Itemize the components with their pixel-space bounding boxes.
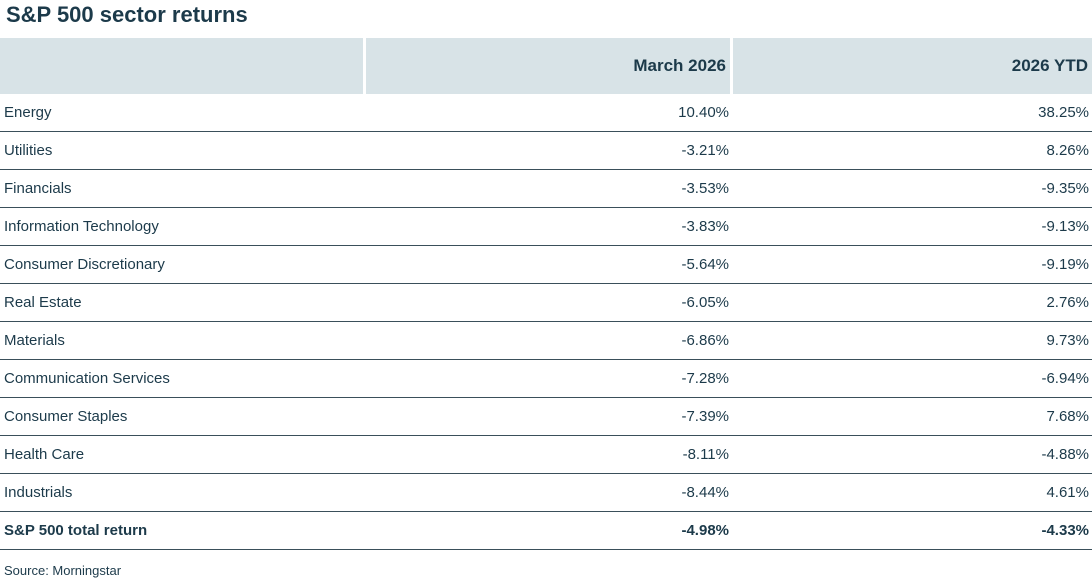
ytd-2026-cell: -6.94% <box>1041 370 1089 387</box>
source-note: Source: Morningstar <box>4 563 122 578</box>
sector-cell: Utilities <box>4 142 53 159</box>
ytd-2026-cell: -4.88% <box>1041 446 1089 463</box>
sector-cell: Industrials <box>4 484 73 501</box>
march-2026-cell: -3.21% <box>681 142 729 159</box>
table-row: Health Care -8.11% -4.88% <box>0 436 1092 474</box>
ytd-2026-cell: -9.19% <box>1041 256 1089 273</box>
sector-cell: Consumer Staples <box>4 408 128 425</box>
ytd-2026-cell: 9.73% <box>1046 332 1089 349</box>
march-2026-cell: -7.28% <box>681 370 729 387</box>
header-2026-ytd: 2026 YTD <box>733 38 1092 94</box>
table-body: Energy 10.40% 38.25% Utilities -3.21% 8.26% Fi… <box>0 94 1092 550</box>
table-row: Consumer Discretionary -5.64% -9.19% <box>0 246 1092 284</box>
header-sector <box>0 38 363 94</box>
table-row: Communication Services -7.28% -6.94% <box>0 360 1092 398</box>
sector-cell: Real Estate <box>4 294 82 311</box>
table-row: Materials -6.86% 9.73% <box>0 322 1092 360</box>
ytd-2026-cell: 8.26% <box>1046 142 1089 159</box>
table-row: Energy 10.40% 38.25% <box>0 94 1092 132</box>
sector-cell: Financials <box>4 180 72 197</box>
march-2026-cell: -5.64% <box>681 256 729 273</box>
ytd-2026-cell: -9.35% <box>1041 180 1089 197</box>
table-row: Real Estate -6.05% 2.76% <box>0 284 1092 322</box>
total-label-cell: S&P 500 total return <box>4 522 148 539</box>
table-row: Utilities -3.21% 8.26% <box>0 132 1092 170</box>
march-2026-cell: -6.05% <box>681 294 729 311</box>
sector-cell: Energy <box>4 104 52 121</box>
table-row: Information Technology -3.83% -9.13% <box>0 208 1092 246</box>
ytd-2026-cell: 2.76% <box>1046 294 1089 311</box>
sector-cell: Consumer Discretionary <box>4 256 165 273</box>
table-header: March 2026 2026 YTD <box>0 38 1092 94</box>
chart-title: S&P 500 sector returns <box>6 2 248 27</box>
march-2026-cell: -3.53% <box>681 180 729 197</box>
sector-cell: Health Care <box>4 446 85 463</box>
header-march-2026: March 2026 <box>366 38 730 94</box>
sector-cell: Information Technology <box>4 218 159 235</box>
returns-table: March 2026 2026 YTD Energy 10.40% 38.25% Ut… <box>0 38 1092 550</box>
total-row: S&P 500 total return -4.98% -4.33% <box>0 512 1092 550</box>
march-2026-cell: -7.39% <box>681 408 729 425</box>
table-row: Financials -3.53% -9.35% <box>0 170 1092 208</box>
march-2026-cell: -6.86% <box>681 332 729 349</box>
march-2026-cell: 10.40% <box>678 104 729 121</box>
ytd-2026-cell: 38.25% <box>1038 104 1089 121</box>
sector-cell: Communication Services <box>4 370 170 387</box>
ytd-2026-cell: 4.61% <box>1046 484 1089 501</box>
march-2026-cell: -8.11% <box>682 446 729 463</box>
total-march-2026-cell: -4.98% <box>681 522 729 539</box>
ytd-2026-cell: -9.13% <box>1041 218 1089 235</box>
ytd-2026-cell: 7.68% <box>1046 408 1089 425</box>
march-2026-cell: -8.44% <box>681 484 729 501</box>
table-row: Industrials -8.44% 4.61% <box>0 474 1092 512</box>
march-2026-cell: -3.83% <box>681 218 729 235</box>
sector-cell: Materials <box>4 332 65 349</box>
total-ytd-2026-cell: -4.33% <box>1041 522 1089 539</box>
table-row: Consumer Staples -7.39% 7.68% <box>0 398 1092 436</box>
